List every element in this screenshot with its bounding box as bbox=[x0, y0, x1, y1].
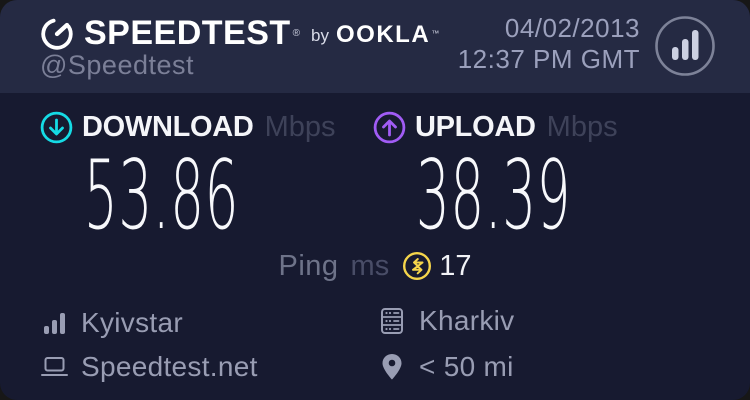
test-datetime: 04/02/2013 12:37 PM GMT bbox=[458, 13, 640, 75]
trademark-mark: ™ bbox=[431, 28, 440, 38]
app-name: Speedtest.net bbox=[81, 351, 258, 382]
server-row: Kharkiv bbox=[378, 304, 514, 338]
download-value: 53.86 bbox=[83, 141, 240, 251]
test-time: 12:37 PM GMT bbox=[457, 44, 640, 74]
upload-icon bbox=[373, 111, 406, 143]
ping-label: Ping bbox=[278, 249, 339, 282]
upload-unit: Mbps bbox=[546, 110, 618, 143]
app-row: Speedtest.net bbox=[40, 350, 258, 384]
account-handle: @Speedtest bbox=[40, 50, 195, 80]
brand-wordmark: SPEEDTEST bbox=[84, 13, 291, 52]
download-unit: Mbps bbox=[264, 110, 336, 143]
download-label: DOWNLOAD bbox=[82, 110, 254, 143]
result-bars-icon bbox=[655, 16, 715, 76]
upload-header: UPLOAD Mbps bbox=[373, 110, 618, 144]
server-city: Kharkiv bbox=[419, 305, 515, 336]
laptop-icon bbox=[40, 355, 68, 379]
isp-row: Kyivstar bbox=[40, 306, 183, 340]
upload-label: UPLOAD bbox=[415, 110, 536, 143]
header-bar: SPEEDTEST ® by OOKLA ™ @Speedtest 04/02/20… bbox=[0, 0, 750, 93]
ping-icon bbox=[402, 251, 432, 281]
download-icon bbox=[40, 111, 73, 143]
speedtest-gauge-icon bbox=[41, 18, 73, 50]
registered-mark: ® bbox=[292, 27, 301, 39]
ookla-wordmark: OOKLA bbox=[336, 20, 431, 48]
ping-value: 17 bbox=[439, 249, 472, 282]
signal-bars-icon bbox=[40, 311, 68, 336]
distance-row: < 50 mi bbox=[378, 350, 514, 384]
ping-unit: ms bbox=[350, 249, 390, 282]
brand-lockup: SPEEDTEST ® by OOKLA ™ bbox=[84, 12, 439, 54]
download-header: DOWNLOAD Mbps bbox=[40, 110, 336, 144]
ping-row: Ping ms 17 bbox=[0, 249, 750, 283]
location-pin-icon bbox=[378, 353, 406, 381]
upload-value: 38.39 bbox=[415, 141, 572, 251]
distance-value: < 50 mi bbox=[419, 351, 514, 382]
server-icon bbox=[378, 307, 406, 335]
test-date: 04/02/2013 bbox=[504, 13, 640, 43]
byline: by bbox=[311, 26, 330, 45]
isp-name: Kyivstar bbox=[81, 307, 183, 338]
